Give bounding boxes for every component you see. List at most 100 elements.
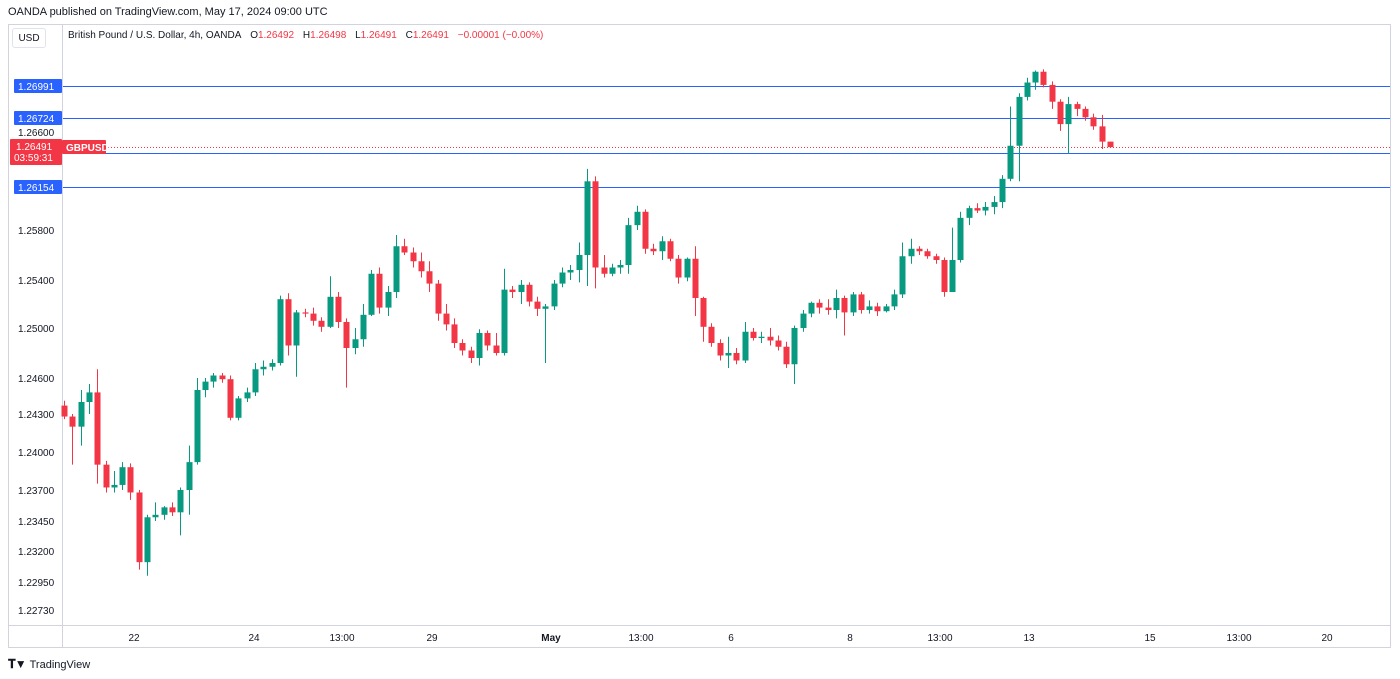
high-value: 1.26498: [310, 30, 347, 41]
candle-down: [825, 307, 832, 310]
y-tick-label: 1.25000: [18, 324, 55, 335]
candle-up: [235, 398, 242, 418]
change-value: −0.00001 (−0.00%): [457, 30, 544, 41]
candle-down: [700, 298, 707, 327]
y-tick-label: 1.25800: [18, 226, 55, 237]
y-tick-label: 1.24000: [18, 448, 55, 459]
last-price-label: 1.26491: [16, 142, 53, 153]
candle-up: [1016, 96, 1023, 146]
candle-down: [285, 299, 292, 346]
candle-up: [1032, 71, 1039, 83]
candle-down: [1082, 108, 1089, 118]
candle-down: [127, 467, 134, 493]
candle-up: [360, 314, 367, 340]
level-tag-label: 1.26724: [18, 114, 55, 125]
y-tick-label: 1.22730: [18, 606, 55, 617]
candle-up: [327, 296, 334, 327]
candle-up: [476, 333, 483, 358]
candle-down: [227, 379, 234, 418]
candle-down: [667, 241, 674, 259]
candle-up: [949, 260, 956, 292]
y-tick-label: 1.26600: [18, 128, 55, 139]
candle-down: [443, 313, 450, 325]
candle-down: [136, 492, 143, 563]
y-tick-label: 1.22950: [18, 578, 55, 589]
candle-down: [1074, 104, 1081, 109]
countdown-label: 03:59:31: [14, 153, 53, 164]
level-tag-label: 1.26154: [18, 183, 55, 194]
candle-down: [61, 405, 68, 417]
x-tick-label: 8: [847, 633, 853, 644]
candle-down: [410, 252, 417, 262]
candle-up: [161, 507, 168, 515]
candle-down: [775, 340, 782, 347]
high-label: H: [302, 30, 311, 41]
candle-down: [767, 336, 774, 341]
candle-up: [269, 363, 276, 367]
candle-down: [783, 346, 790, 365]
candle-up: [957, 217, 964, 260]
candle-up: [177, 490, 184, 513]
level-tag: [14, 79, 62, 93]
candle-down: [1099, 126, 1106, 142]
candle-down: [974, 208, 981, 211]
candle-down: [1040, 71, 1047, 85]
symbol-tag-label: GBPUSD: [66, 143, 109, 154]
publish-attribution: OANDA published on TradingView.com, May …: [8, 6, 328, 18]
candle-down: [924, 251, 931, 257]
candle-down: [69, 416, 76, 427]
candle-down: [451, 324, 458, 343]
candle-up: [559, 272, 566, 284]
candle-up: [277, 299, 284, 363]
candle-up: [252, 369, 259, 393]
x-tick-label: 13:00: [1226, 633, 1251, 644]
open-label: O: [250, 30, 258, 41]
time-axis-separator: [8, 625, 1391, 626]
candle-up: [625, 225, 632, 265]
candle-up: [1024, 82, 1031, 97]
candle-down: [650, 248, 657, 252]
price-axis-separator: [62, 24, 63, 648]
candle-up: [999, 178, 1006, 203]
x-tick-label: 13: [1023, 633, 1035, 644]
candle-down: [717, 343, 724, 356]
candle-up: [800, 313, 807, 328]
candle-down: [858, 294, 865, 310]
candle-down: [642, 211, 649, 249]
candle-up: [617, 265, 624, 268]
candle-down: [750, 331, 757, 338]
symbol-legend: British Pound / U.S. Dollar, 4h, OANDA O…: [68, 30, 543, 41]
symbol-tag: [62, 140, 106, 154]
candle-up: [891, 294, 898, 307]
y-tick-label: 1.23700: [18, 486, 55, 497]
candle-up: [742, 331, 749, 361]
x-tick-label: 15: [1144, 633, 1156, 644]
brand-label: TradingView: [29, 658, 91, 671]
candle-up: [758, 336, 765, 338]
currency-button[interactable]: USD: [12, 28, 46, 48]
candle-up: [293, 312, 300, 346]
candle-down: [493, 345, 500, 353]
x-tick-label: May: [541, 633, 561, 644]
candle-down: [435, 283, 442, 314]
candle-up: [385, 292, 392, 308]
candle-up: [244, 392, 251, 399]
tradingview-brand[interactable]: 𝐓▼ TradingView: [8, 657, 90, 672]
candle-up: [111, 484, 118, 488]
candle-down: [534, 301, 541, 309]
candle-down: [916, 248, 923, 252]
candle-up: [260, 366, 267, 370]
candle-up: [368, 273, 375, 315]
candle-up: [659, 241, 666, 252]
candle-down: [459, 343, 466, 351]
candle-down: [592, 181, 599, 268]
candle-down: [816, 302, 823, 308]
x-tick-label: 13:00: [927, 633, 952, 644]
candle-down: [1057, 101, 1064, 125]
candle-up: [634, 211, 641, 226]
tradingview-logo-icon: 𝐓▼: [8, 657, 27, 671]
candle-down: [335, 296, 342, 322]
candle-up: [808, 302, 815, 314]
candle-down: [526, 284, 533, 302]
